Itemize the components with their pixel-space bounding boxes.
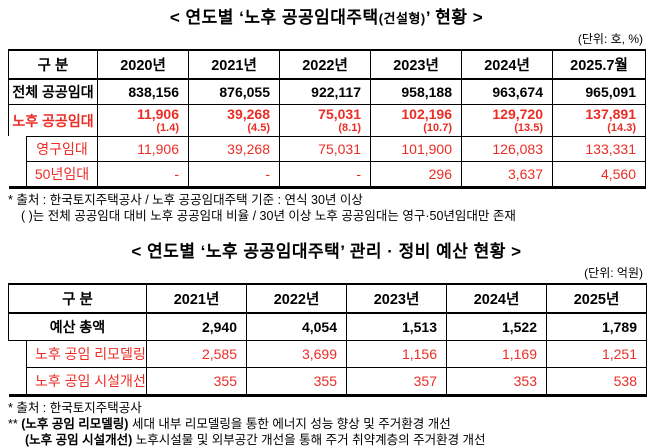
table2-header-2024: 2024년 bbox=[446, 283, 547, 315]
value-cell: 1,522 bbox=[446, 312, 547, 342]
value-cell: 39,268 bbox=[188, 135, 280, 162]
value-cell: 4,560 bbox=[552, 160, 646, 189]
value-cell: 4,054 bbox=[246, 312, 347, 342]
row-label-facility-improvement: 노후 공임 시설개선** bbox=[26, 367, 147, 398]
value-cell: 137,891 (14.3) bbox=[552, 104, 646, 137]
value-cell: 296 bbox=[370, 160, 462, 189]
value-cell: 2,585 bbox=[146, 340, 247, 369]
table2-header-2022: 2022년 bbox=[246, 283, 347, 315]
value-cell: 129,720 (13.5) bbox=[461, 104, 553, 137]
ratio-value: (1.4) bbox=[156, 122, 179, 135]
value-cell: 355 bbox=[246, 367, 347, 398]
value-cell: 102,196 (10.7) bbox=[370, 104, 462, 137]
value-cell: 3,699 bbox=[246, 340, 347, 369]
budget-status-table: 구 분 2021년 2022년 2023년 2024년 2025년 예산 총액 … bbox=[8, 283, 647, 398]
row-label-remodeling: 노후 공임 리모델링** bbox=[26, 340, 147, 369]
value-cell: 39,268 (4.5) bbox=[188, 104, 280, 137]
ratio-value: (14.3) bbox=[607, 122, 636, 135]
row-label-budget-total: 예산 총액 bbox=[8, 312, 147, 342]
section1-title-pre: < 연도별 ‘노후 공공임대주택 bbox=[169, 8, 379, 27]
table1-row-aged-rental: 노후 공공임대 11,906 (1.4) 39,268 (4.5) 75,031 (8… bbox=[8, 104, 646, 137]
section2-unit-label: (단위: 억원) bbox=[584, 266, 643, 281]
value-cell: 922,117 bbox=[279, 78, 371, 106]
row-label-permanent-rental: 영구임대 bbox=[26, 135, 98, 162]
value-cell: 101,900 bbox=[370, 135, 462, 162]
table1-row-permanent-rental: 영구임대 11,906 39,268 75,031 101,900 126,08… bbox=[9, 135, 646, 162]
table2-header-row: 구 분 2021년 2022년 2023년 2024년 2025년 bbox=[8, 283, 647, 315]
value-cell: 1,156 bbox=[346, 340, 447, 369]
footnote-line: ( )는 전체 공공임대 대비 노후 공공임대 비율 / 30년 이상 노후 공… bbox=[21, 208, 516, 223]
section1-title-post: ’ 현황 > bbox=[425, 8, 484, 27]
table1-header-2020: 2020년 bbox=[97, 49, 189, 81]
section1-unit-label: (단위: 호, %) bbox=[577, 32, 643, 47]
table1-header-gubun: 구 분 bbox=[8, 49, 98, 81]
value-cell: 958,188 bbox=[370, 78, 462, 106]
value-cell: 133,331 bbox=[552, 135, 646, 162]
footnote-line: (노후 공임 시설개선) 노후시설물 및 외부공간 개선을 통해 주거 취약계층… bbox=[25, 432, 486, 447]
footnote-line: * 출처 : 한국토지주택공사 / 노후 공공임대주택 기준 : 연식 30년 … bbox=[8, 192, 363, 207]
value-cell: - bbox=[188, 160, 280, 189]
indent-spacer bbox=[8, 161, 27, 189]
table2-header-2023: 2023년 bbox=[346, 283, 447, 315]
value-cell: 1,169 bbox=[446, 340, 547, 369]
table2-header-gubun: 구 분 bbox=[8, 283, 147, 315]
table1-header-2023: 2023년 bbox=[370, 49, 462, 81]
ratio-value: (10.7) bbox=[423, 122, 452, 135]
value-cell: 963,674 bbox=[461, 78, 553, 106]
section1-footnotes: * 출처 : 한국토지주택공사 / 노후 공공임대주택 기준 : 연식 30년 … bbox=[8, 193, 645, 224]
table2-header-2025: 2025년 bbox=[546, 283, 647, 315]
footnote-line: ** (노후 공임 리모델링) 세대 내부 리모델링을 통한 에너지 성능 향상… bbox=[8, 417, 451, 432]
ratio-value: (8.1) bbox=[338, 122, 361, 135]
value-cell: 11,906 bbox=[97, 135, 189, 162]
row-label-total-rental: 전체 공공임대 bbox=[8, 78, 98, 106]
table1-row-50year-rental: 50년임대 - - - 296 3,637 4,560 bbox=[8, 160, 646, 189]
value-cell: 1,251 bbox=[546, 340, 647, 369]
value-cell: 357 bbox=[346, 367, 447, 398]
indent-spacer bbox=[9, 341, 27, 368]
value-cell: 838,156 bbox=[97, 78, 189, 106]
indent-spacer bbox=[9, 136, 27, 161]
value-cell: 353 bbox=[446, 367, 547, 398]
aged-housing-status-table: 구 분 2020년 2021년 2022년 2023년 2024년 2025.7… bbox=[8, 49, 646, 189]
value-cell: 1,789 bbox=[546, 312, 647, 342]
value-cell: 355 bbox=[146, 367, 247, 398]
value-cell: 75,031 bbox=[279, 135, 371, 162]
indent-spacer bbox=[8, 367, 27, 398]
table1-header-2025-7: 2025.7월 bbox=[552, 49, 646, 81]
ratio-value: (13.5) bbox=[514, 122, 543, 135]
section1-title: < 연도별 ‘노후 공공임대주택(건설형)’ 현황 > bbox=[8, 7, 645, 28]
value-cell: 538 bbox=[546, 367, 647, 398]
value-cell: 876,055 bbox=[188, 78, 280, 106]
footnote-bold-term: (노후 공임 리모델링) bbox=[21, 417, 129, 432]
value-cell: 11,906 (1.4) bbox=[97, 104, 189, 137]
table1-row-total-rental: 전체 공공임대 838,156 876,055 922,117 958,188 … bbox=[8, 78, 646, 106]
table1-header-2024: 2024년 bbox=[461, 49, 553, 81]
table2-header-2021: 2021년 bbox=[146, 283, 247, 315]
table1-header-row: 구 분 2020년 2021년 2022년 2023년 2024년 2025.7… bbox=[8, 49, 646, 81]
row-label-50year-rental: 50년임대 bbox=[26, 160, 98, 189]
value-cell: 965,091 bbox=[552, 78, 646, 106]
table2-row-budget-total: 예산 총액 2,940 4,054 1,513 1,522 1,789 bbox=[8, 312, 647, 342]
value-cell: - bbox=[97, 160, 189, 189]
ratio-value: (4.5) bbox=[247, 122, 270, 135]
value-cell: 1,513 bbox=[346, 312, 447, 342]
value-cell: 75,031 (8.1) bbox=[279, 104, 371, 137]
value-cell: 126,083 bbox=[461, 135, 553, 162]
section2-title: < 연도별 ‘노후 공공임대주택’ 관리 · 정비 예산 현황 > bbox=[131, 242, 522, 262]
table1-header-2022: 2022년 bbox=[279, 49, 371, 81]
table1-header-2021: 2021년 bbox=[188, 49, 280, 81]
footnote-bold-term: (노후 공임 시설개선) bbox=[25, 432, 133, 447]
table2-row-facility-improvement: 노후 공임 시설개선** 355 355 357 353 538 bbox=[8, 367, 647, 398]
section2-footnotes: * 출처 : 한국토지주택공사 ** (노후 공임 리모델링) 세대 내부 리모… bbox=[8, 401, 645, 448]
value-cell: - bbox=[279, 160, 371, 189]
section1-title-small: (건설형) bbox=[378, 11, 426, 26]
value-cell: 3,637 bbox=[461, 160, 553, 189]
value-cell: 2,940 bbox=[146, 312, 247, 342]
footnote-line: * 출처 : 한국토지주택공사 bbox=[8, 401, 142, 416]
row-label-aged-rental: 노후 공공임대 bbox=[8, 104, 98, 137]
table2-row-remodeling: 노후 공임 리모델링** 2,585 3,699 1,156 1,169 1,2… bbox=[9, 340, 647, 369]
